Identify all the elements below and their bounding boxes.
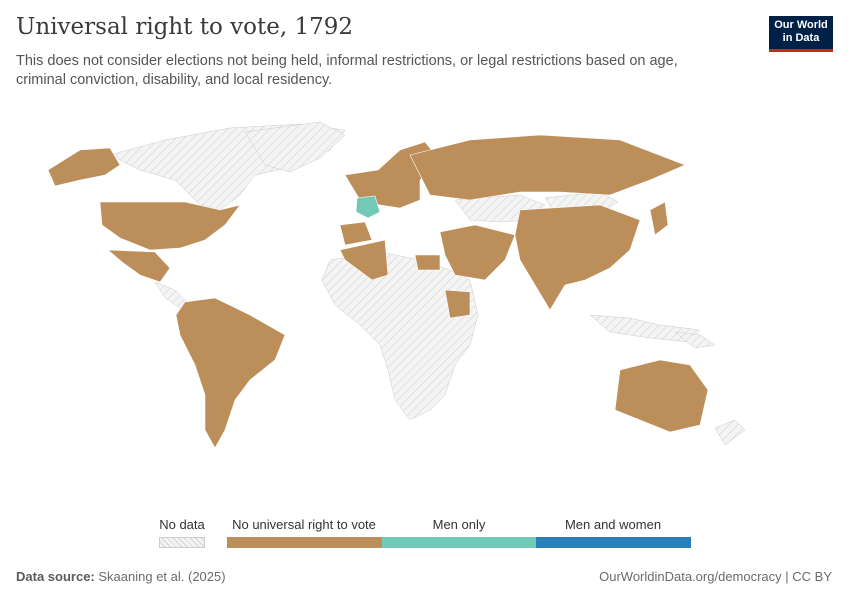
map-region-australia[interactable]	[614, 359, 709, 433]
data-source-link[interactable]: Skaaning et al. (2025)	[98, 569, 226, 584]
legend-swatch-no-data	[159, 537, 205, 548]
legend-swatch-men-only[interactable]	[382, 537, 536, 548]
map-region-south-america[interactable]	[175, 297, 286, 449]
map-region-mexico[interactable]	[107, 249, 171, 283]
legend: No data No universal right to vote Men o…	[0, 515, 850, 555]
map-region-china-india[interactable]	[514, 204, 641, 311]
map-region-ethiopia[interactable]	[444, 289, 471, 319]
map-region-africa[interactable]	[321, 251, 479, 421]
map-region-russia[interactable]	[409, 134, 686, 201]
map-region-alaska[interactable]	[47, 147, 121, 187]
legend-swatch-men-and-women[interactable]	[536, 537, 691, 548]
map-region-france[interactable]	[355, 195, 381, 219]
map-region-japan[interactable]	[649, 201, 669, 236]
map-region-north-africa[interactable]	[339, 239, 389, 281]
owid-logo[interactable]: Our World in Data	[769, 16, 833, 52]
world-map[interactable]	[0, 110, 850, 510]
chart-title: Universal right to vote, 1792	[16, 14, 354, 40]
logo-line-2: in Data	[782, 32, 820, 44]
legend-swatch-no-universal[interactable]	[227, 537, 382, 548]
legend-label-men-only: Men only	[432, 517, 486, 532]
data-source-label: Data source:	[16, 569, 95, 584]
map-region-iberia[interactable]	[339, 221, 373, 246]
map-region-egypt[interactable]	[414, 254, 441, 271]
map-region-middle-east[interactable]	[439, 224, 516, 281]
map-region-usa[interactable]	[99, 201, 241, 251]
chart-subtitle: This does not consider elections not bei…	[16, 53, 678, 88]
map-region-new-guinea[interactable]	[674, 331, 716, 349]
map-region-greenland[interactable]	[244, 121, 346, 173]
legend-label-no-data: No data	[159, 517, 205, 532]
legend-label-no-universal: No universal right to vote	[232, 517, 376, 532]
footer-url[interactable]: OurWorldinData.org/democracy | CC BY	[599, 569, 832, 584]
logo-line-1: Our World	[774, 19, 828, 31]
map-region-new-zealand[interactable]	[714, 419, 746, 446]
data-source: Data source: Skaaning et al. (2025)	[16, 569, 226, 584]
legend-label-men-and-women: Men and women	[564, 517, 662, 532]
